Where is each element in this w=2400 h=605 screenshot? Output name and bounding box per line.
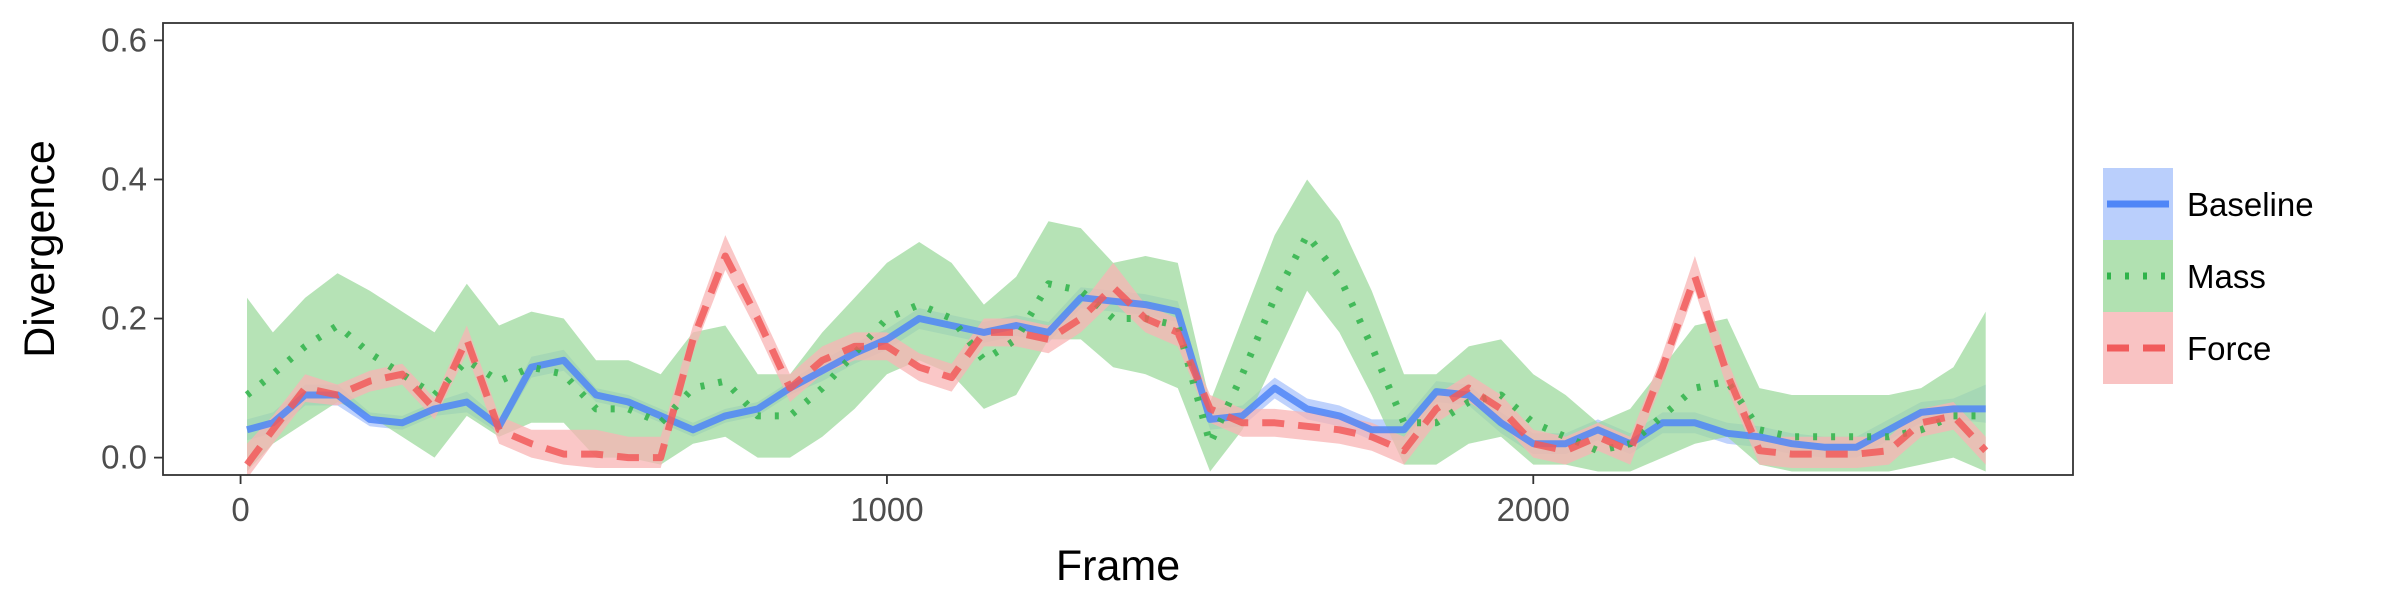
x-axis: 0 1000 2000 xyxy=(231,475,1570,528)
x-tick-label: 0 xyxy=(231,491,249,528)
confidence-bands xyxy=(247,179,1986,475)
baseline-line xyxy=(246,294,1986,451)
plot-panel-border xyxy=(162,22,2074,476)
force-confidence-band xyxy=(247,235,1986,475)
legend: Baseline Mass Force xyxy=(2103,168,2314,384)
y-axis: 0.0 0.2 0.4 0.6 xyxy=(101,21,163,476)
y-axis-label: Divergence xyxy=(16,140,64,358)
legend-item-baseline: Baseline xyxy=(2103,168,2314,240)
force-line xyxy=(244,252,1989,467)
series-lines xyxy=(244,231,1989,467)
y-tick-label: 0.6 xyxy=(101,21,147,58)
legend-label-mass: Mass xyxy=(2187,258,2266,295)
y-tick-label: 0.4 xyxy=(101,160,147,197)
y-tick-label: 0.2 xyxy=(101,300,147,337)
mass-confidence-band xyxy=(247,179,1986,472)
x-tick-label: 2000 xyxy=(1497,491,1570,528)
legend-label-baseline: Baseline xyxy=(2187,186,2314,223)
y-tick-label: 0.0 xyxy=(101,439,147,476)
legend-item-mass: Mass xyxy=(2103,240,2266,312)
x-axis-label: Frame xyxy=(1056,542,1180,590)
legend-label-force: Force xyxy=(2187,330,2271,367)
x-tick-label: 1000 xyxy=(850,491,923,528)
legend-item-force: Force xyxy=(2103,312,2271,384)
